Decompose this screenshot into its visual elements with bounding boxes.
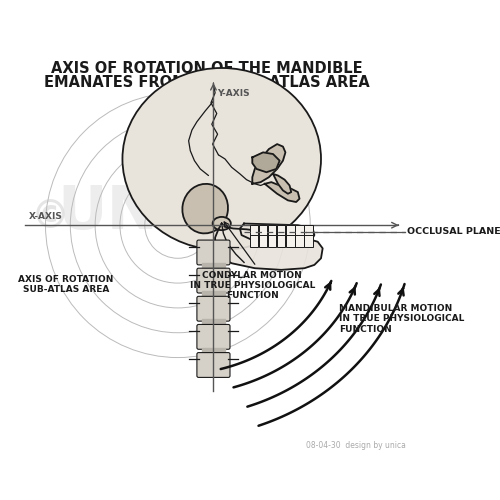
Bar	[268, 235, 276, 246]
Text: MANDIBULAR MOTION
IN TRUE PHYSIOLOGICAL
FUNCTION: MANDIBULAR MOTION IN TRUE PHYSIOLOGICAL …	[339, 304, 464, 334]
Ellipse shape	[122, 68, 321, 250]
FancyBboxPatch shape	[197, 352, 230, 378]
Text: OCCLUSAL PLANE: OCCLUSAL PLANE	[407, 228, 500, 236]
Bar	[277, 225, 285, 238]
Text: ©: ©	[30, 198, 69, 236]
Polygon shape	[240, 224, 314, 244]
Ellipse shape	[182, 184, 228, 234]
Text: EMANATES FROM THE SUB-ATLAS AREA: EMANATES FROM THE SUB-ATLAS AREA	[44, 74, 370, 90]
Polygon shape	[252, 144, 286, 184]
Bar	[259, 235, 267, 246]
Polygon shape	[215, 224, 322, 270]
Bar	[250, 225, 258, 238]
Bar	[304, 225, 312, 238]
Polygon shape	[202, 348, 225, 352]
Bar	[250, 235, 258, 246]
Polygon shape	[202, 263, 225, 268]
Polygon shape	[252, 152, 280, 172]
Text: AXIS OF ROTATION OF THE MANDIBLE: AXIS OF ROTATION OF THE MANDIBLE	[51, 62, 362, 76]
Bar	[286, 235, 294, 246]
Text: Y-AXIS: Y-AXIS	[217, 88, 250, 98]
FancyBboxPatch shape	[197, 296, 230, 321]
Bar	[296, 225, 304, 238]
Polygon shape	[202, 320, 225, 324]
FancyBboxPatch shape	[197, 268, 230, 293]
Bar	[304, 235, 312, 246]
Text: CONDYLAR MOTION
IN TRUE PHYSIOLOGICAL
FUNCTION: CONDYLAR MOTION IN TRUE PHYSIOLOGICAL FU…	[190, 270, 315, 300]
Text: X-AXIS: X-AXIS	[29, 212, 63, 221]
Bar	[268, 225, 276, 238]
Polygon shape	[264, 182, 300, 202]
Polygon shape	[202, 292, 225, 296]
FancyBboxPatch shape	[197, 240, 230, 265]
FancyBboxPatch shape	[197, 324, 230, 349]
Text: 08-04-30  design by unica: 08-04-30 design by unica	[306, 441, 406, 450]
Text: UNICA: UNICA	[58, 184, 273, 242]
Text: AXIS OF ROTATION
SUB-ATLAS AREA: AXIS OF ROTATION SUB-ATLAS AREA	[18, 275, 114, 294]
Bar	[259, 225, 267, 238]
Polygon shape	[273, 174, 291, 194]
Ellipse shape	[212, 217, 231, 230]
Bar	[296, 235, 304, 246]
Bar	[286, 225, 294, 238]
Bar	[277, 235, 285, 246]
